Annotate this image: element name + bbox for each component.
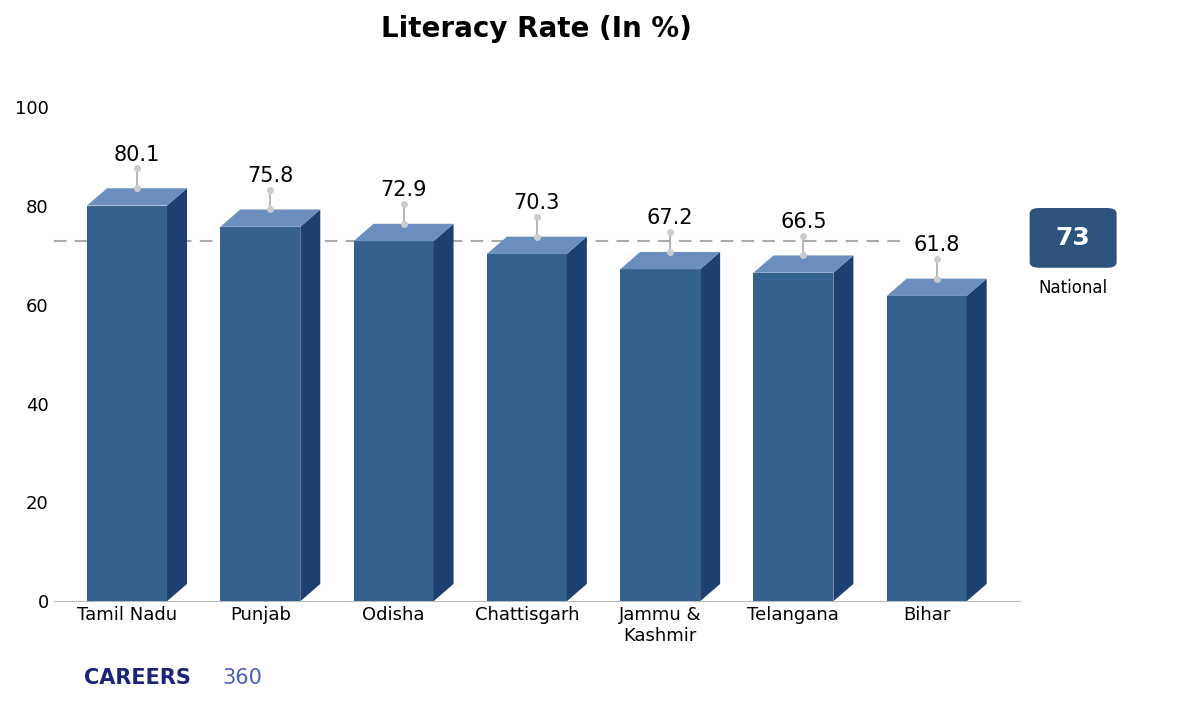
Polygon shape — [221, 209, 320, 227]
Polygon shape — [700, 252, 720, 601]
Text: 66.5: 66.5 — [780, 212, 827, 232]
Polygon shape — [754, 272, 834, 601]
Text: 75.8: 75.8 — [247, 166, 294, 186]
Text: 61.8: 61.8 — [913, 235, 960, 255]
Polygon shape — [566, 237, 587, 601]
Text: National: National — [1038, 279, 1108, 297]
Polygon shape — [433, 224, 454, 601]
Polygon shape — [967, 279, 986, 601]
Text: 73: 73 — [1056, 226, 1091, 250]
Polygon shape — [620, 252, 720, 270]
Polygon shape — [88, 206, 167, 601]
Polygon shape — [221, 227, 300, 601]
Polygon shape — [354, 224, 454, 241]
Polygon shape — [88, 188, 187, 206]
Text: 67.2: 67.2 — [647, 208, 694, 228]
Polygon shape — [887, 296, 967, 601]
Text: 72.9: 72.9 — [380, 180, 427, 200]
Polygon shape — [354, 241, 433, 601]
Polygon shape — [834, 256, 853, 601]
Text: 70.3: 70.3 — [514, 193, 560, 213]
FancyBboxPatch shape — [1030, 208, 1117, 267]
Polygon shape — [487, 254, 566, 601]
Title: Literacy Rate (In %): Literacy Rate (In %) — [382, 15, 692, 43]
Polygon shape — [167, 188, 187, 601]
Polygon shape — [487, 237, 587, 254]
Polygon shape — [620, 270, 700, 601]
Polygon shape — [887, 279, 986, 296]
Text: CAREERS: CAREERS — [84, 668, 191, 688]
Text: 80.1: 80.1 — [114, 145, 160, 164]
Text: 360: 360 — [222, 668, 262, 688]
Polygon shape — [754, 256, 853, 272]
Polygon shape — [300, 209, 320, 601]
